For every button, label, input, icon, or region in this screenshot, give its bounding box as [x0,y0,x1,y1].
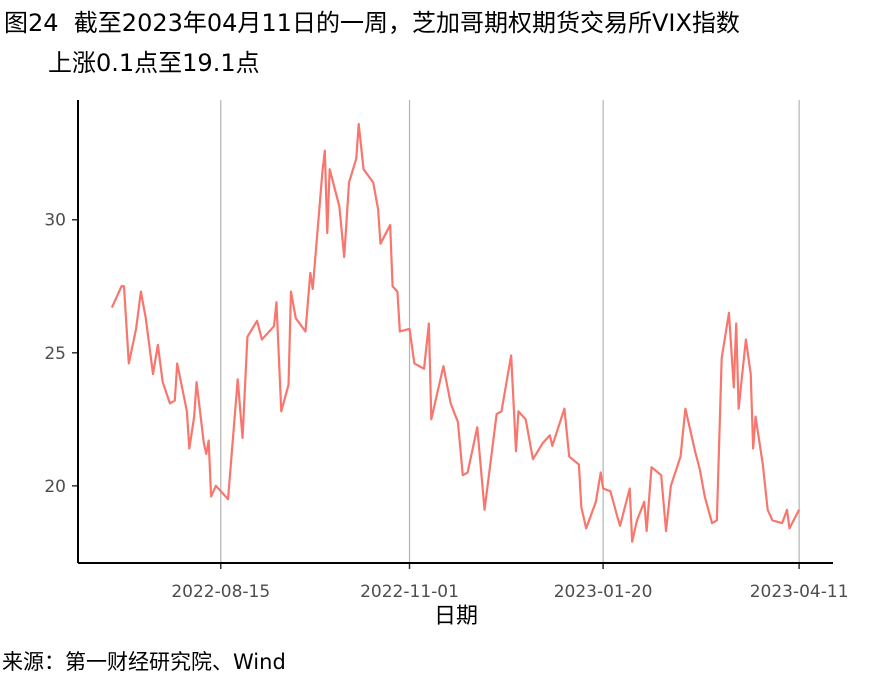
data-line [110,122,801,543]
chart-title: 图24 截至2023年04月11日的一周，芝加哥期权期货交易所VIX指数 [4,9,740,37]
y-tick-label: 20 [44,477,66,497]
y-tick-label: 25 [44,344,66,364]
x-axis-label: 日期 [434,604,478,629]
chart-subtitle: 上涨0.1点至19.1点 [48,49,260,77]
x-tick-label: 2022-08-15 [171,582,270,602]
x-tick-label: 2023-01-20 [554,582,653,602]
source: 来源：第一财经研究院、Wind [2,650,286,674]
x-tick-label: 2023-04-11 [750,582,849,602]
y-tick-label: 30 [44,211,66,231]
x-tick-label: 2022-11-01 [360,582,459,602]
